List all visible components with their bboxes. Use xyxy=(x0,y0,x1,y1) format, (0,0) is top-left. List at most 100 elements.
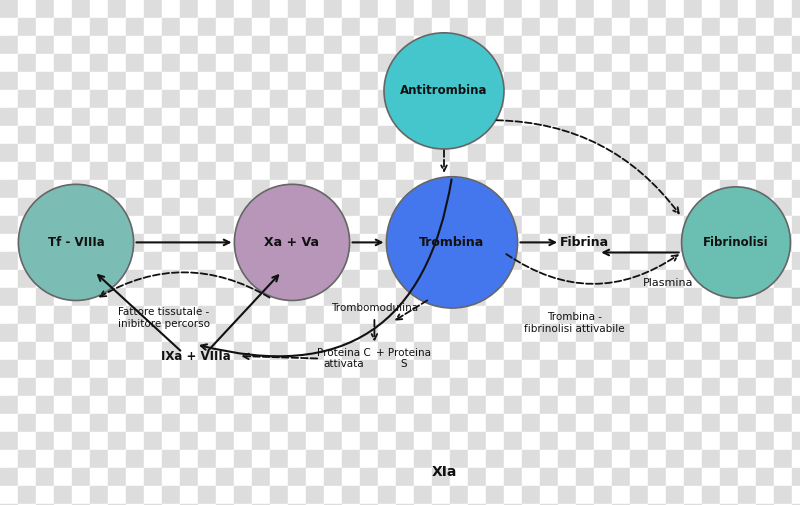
Bar xyxy=(180,252,198,270)
Bar xyxy=(180,450,198,468)
Bar xyxy=(738,72,756,90)
Bar xyxy=(666,378,684,396)
Bar xyxy=(522,306,540,324)
Bar xyxy=(36,486,54,504)
Bar xyxy=(558,234,576,252)
Bar xyxy=(486,270,504,288)
Bar xyxy=(468,450,486,468)
Bar xyxy=(684,252,702,270)
Bar xyxy=(198,18,216,36)
Bar xyxy=(216,378,234,396)
Bar xyxy=(792,180,800,198)
Bar xyxy=(198,324,216,342)
Bar xyxy=(792,216,800,234)
Bar xyxy=(36,288,54,306)
Bar xyxy=(378,126,396,144)
Bar xyxy=(684,432,702,450)
Bar xyxy=(630,108,648,126)
Bar xyxy=(594,414,612,432)
Bar xyxy=(702,504,720,505)
Bar xyxy=(144,360,162,378)
Bar xyxy=(738,234,756,252)
Bar xyxy=(288,252,306,270)
Bar xyxy=(432,450,450,468)
Bar xyxy=(666,234,684,252)
Bar xyxy=(234,198,252,216)
Bar xyxy=(558,108,576,126)
Bar xyxy=(54,306,72,324)
Bar xyxy=(18,468,36,486)
Bar xyxy=(558,90,576,108)
Bar xyxy=(360,432,378,450)
Bar xyxy=(252,486,270,504)
Bar xyxy=(702,450,720,468)
Bar xyxy=(792,342,800,360)
Bar xyxy=(162,36,180,54)
Bar xyxy=(522,18,540,36)
Bar xyxy=(324,414,342,432)
Bar xyxy=(36,342,54,360)
Bar xyxy=(18,144,36,162)
Bar xyxy=(360,108,378,126)
Bar xyxy=(522,54,540,72)
Bar xyxy=(144,126,162,144)
Bar xyxy=(540,72,558,90)
Bar xyxy=(342,252,360,270)
Bar xyxy=(432,486,450,504)
Bar xyxy=(378,360,396,378)
Bar xyxy=(90,216,108,234)
Bar xyxy=(720,72,738,90)
Bar xyxy=(360,252,378,270)
Bar xyxy=(486,378,504,396)
Bar xyxy=(342,54,360,72)
Bar xyxy=(0,144,18,162)
Bar xyxy=(648,234,666,252)
Bar xyxy=(18,234,36,252)
Bar xyxy=(306,288,324,306)
Bar xyxy=(36,504,54,505)
Bar xyxy=(378,414,396,432)
Bar xyxy=(522,126,540,144)
Bar xyxy=(576,504,594,505)
Bar xyxy=(720,432,738,450)
Bar xyxy=(450,504,468,505)
Bar xyxy=(666,468,684,486)
Bar xyxy=(324,90,342,108)
Bar xyxy=(594,36,612,54)
Bar xyxy=(702,270,720,288)
Bar xyxy=(792,486,800,504)
Bar xyxy=(414,54,432,72)
Bar xyxy=(72,54,90,72)
Bar xyxy=(450,198,468,216)
Bar xyxy=(648,396,666,414)
Bar xyxy=(324,72,342,90)
Bar xyxy=(90,90,108,108)
Bar xyxy=(774,216,792,234)
Bar xyxy=(720,450,738,468)
Bar xyxy=(180,432,198,450)
Bar xyxy=(90,126,108,144)
Bar xyxy=(72,432,90,450)
Bar xyxy=(666,198,684,216)
Bar xyxy=(558,396,576,414)
Bar xyxy=(180,162,198,180)
Text: Tf - VIIIa: Tf - VIIIa xyxy=(48,236,104,249)
Bar xyxy=(522,342,540,360)
Bar xyxy=(540,252,558,270)
Bar xyxy=(666,324,684,342)
Bar xyxy=(450,108,468,126)
Bar xyxy=(684,216,702,234)
Bar xyxy=(792,144,800,162)
Bar xyxy=(450,0,468,18)
Bar xyxy=(540,288,558,306)
Bar xyxy=(612,288,630,306)
Bar xyxy=(216,108,234,126)
Bar xyxy=(540,396,558,414)
Bar xyxy=(252,360,270,378)
Bar xyxy=(594,198,612,216)
Bar xyxy=(702,378,720,396)
Bar xyxy=(612,252,630,270)
Bar xyxy=(486,324,504,342)
Bar xyxy=(522,468,540,486)
Bar xyxy=(396,162,414,180)
